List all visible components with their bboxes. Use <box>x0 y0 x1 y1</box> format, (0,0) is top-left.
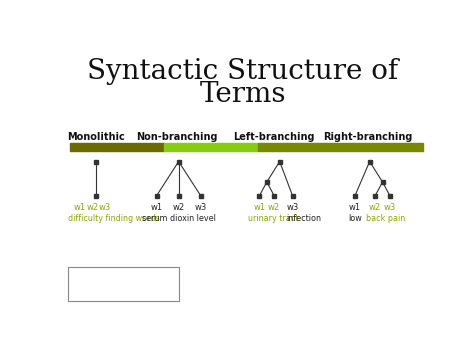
Text: w2: w2 <box>86 203 99 213</box>
Text: Terms: Terms <box>200 81 286 108</box>
Text: Non-branching: Non-branching <box>136 132 218 142</box>
Text: w2: w2 <box>173 203 185 213</box>
Bar <box>164 143 258 151</box>
Text: low: low <box>349 214 363 223</box>
Text: Syntactic Structure of: Syntactic Structure of <box>87 58 399 85</box>
Text: green = dependence: green = dependence <box>78 277 172 286</box>
Text: Right-branching: Right-branching <box>323 132 412 142</box>
Text: w2: w2 <box>268 203 280 213</box>
Text: urinary tract: urinary tract <box>248 214 299 223</box>
Text: w3: w3 <box>286 203 299 213</box>
Text: w3: w3 <box>384 203 396 213</box>
Text: w3: w3 <box>194 203 207 213</box>
Text: infection: infection <box>286 214 321 223</box>
Text: w3: w3 <box>99 203 111 213</box>
Text: w1: w1 <box>73 203 85 213</box>
Text: black = independence: black = independence <box>78 272 178 281</box>
Text: Monolithic: Monolithic <box>67 132 125 142</box>
Text: back pain: back pain <box>365 214 405 223</box>
Text: w2: w2 <box>369 203 381 213</box>
Bar <box>342 143 423 151</box>
Bar <box>258 143 342 151</box>
Text: serum dioxin level: serum dioxin level <box>142 214 216 223</box>
Text: w1: w1 <box>254 203 265 213</box>
Text: w1: w1 <box>349 203 361 213</box>
Text: difficulty finding words: difficulty finding words <box>68 214 160 223</box>
Bar <box>70 143 164 151</box>
Text: Left-branching: Left-branching <box>233 132 315 142</box>
Text: w1: w1 <box>151 203 163 213</box>
FancyBboxPatch shape <box>68 267 179 301</box>
